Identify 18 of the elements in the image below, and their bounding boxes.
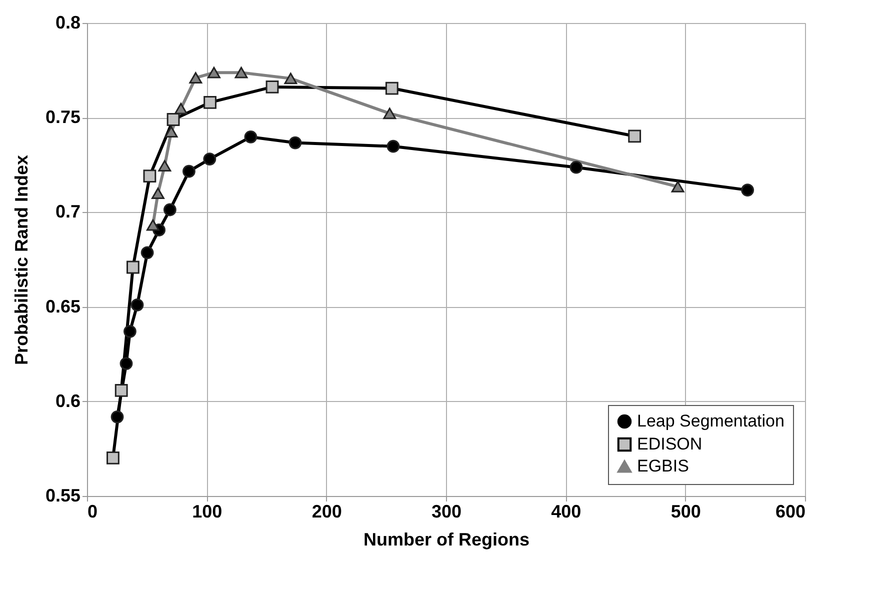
x-tick-label: 400 <box>551 502 582 522</box>
legend-label: EGBIS <box>637 456 689 476</box>
y-tick-label: 0.6 <box>55 390 80 411</box>
legend-label: EDISON <box>637 434 702 454</box>
x-tick-label: 500 <box>670 502 701 522</box>
x-tick-label: 600 <box>775 502 806 522</box>
x-tick-label: 200 <box>312 502 342 522</box>
x-tick-label: 300 <box>431 502 462 522</box>
y-axis-title: Probabilistic Rand Index <box>11 154 32 366</box>
y-tick-label: 0.75 <box>45 107 80 128</box>
y-tick-label: 0.7 <box>55 202 80 222</box>
x-tick-label: 100 <box>192 502 222 522</box>
x-tick-label: 0 <box>88 502 98 522</box>
y-tick-label: 0.65 <box>45 296 80 316</box>
x-axis-title: Number of Regions <box>363 530 530 550</box>
y-tick-label: 0.8 <box>55 12 80 32</box>
y-tick-label: 0.55 <box>45 486 80 506</box>
legend-label: Leap Segmentation <box>637 412 784 430</box>
